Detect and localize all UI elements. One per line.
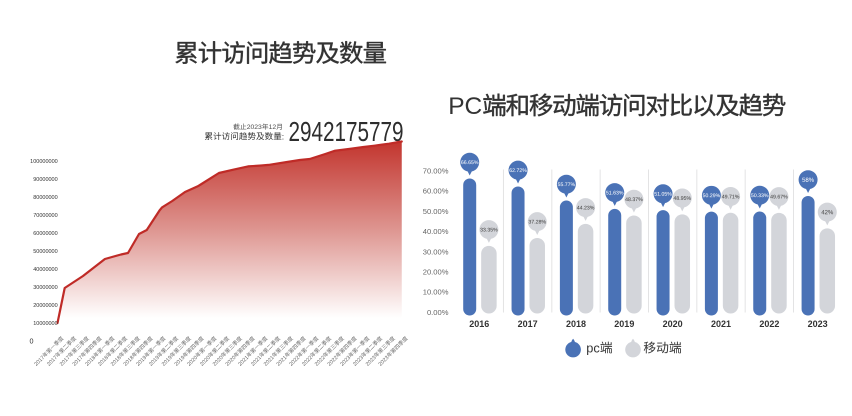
svg-text:30000000: 30000000 <box>33 285 57 291</box>
svg-text:100000000: 100000000 <box>30 159 58 165</box>
svg-text:70.00%: 70.00% <box>423 166 449 175</box>
svg-text:2018: 2018 <box>566 319 586 329</box>
svg-text:pc: pc <box>586 340 600 355</box>
svg-text:30.00%: 30.00% <box>423 247 449 256</box>
svg-text:0.00%: 0.00% <box>427 308 449 317</box>
svg-text:2020: 2020 <box>663 319 683 329</box>
svg-text:2016: 2016 <box>469 319 489 329</box>
svg-text:2021: 2021 <box>711 319 731 329</box>
svg-text:PC: PC <box>448 93 482 120</box>
svg-text:60.00%: 60.00% <box>423 187 449 196</box>
svg-text:40000000: 40000000 <box>33 267 57 273</box>
svg-text:10000000: 10000000 <box>33 321 57 327</box>
svg-text:12: 12 <box>269 124 277 131</box>
svg-text:90000000: 90000000 <box>33 177 57 183</box>
svg-text:70000000: 70000000 <box>33 213 57 219</box>
svg-text:50000000: 50000000 <box>33 249 57 255</box>
svg-text:2023: 2023 <box>247 124 262 131</box>
svg-text::: : <box>282 131 284 141</box>
svg-text:10.00%: 10.00% <box>423 288 449 297</box>
svg-text:2017: 2017 <box>518 319 538 329</box>
svg-text:0: 0 <box>30 336 34 345</box>
svg-text:80000000: 80000000 <box>33 195 57 201</box>
svg-text:20000000: 20000000 <box>33 303 57 309</box>
svg-text:2942175779: 2942175779 <box>289 117 404 148</box>
svg-text:50.00%: 50.00% <box>423 207 449 216</box>
svg-text:2023: 2023 <box>808 319 828 329</box>
svg-text:40.00%: 40.00% <box>423 227 449 236</box>
svg-text:2022: 2022 <box>759 319 779 329</box>
svg-text:20.00%: 20.00% <box>423 268 449 277</box>
svg-text:60000000: 60000000 <box>33 231 57 237</box>
svg-text:2019: 2019 <box>614 319 634 329</box>
